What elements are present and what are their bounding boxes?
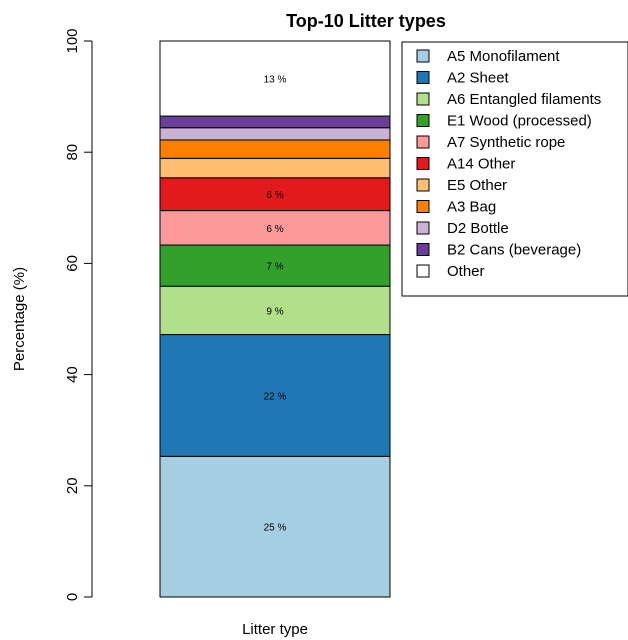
data-label: 6 % [266, 190, 283, 201]
bar-segment [159, 285, 391, 336]
bar-segment [159, 177, 391, 212]
y-tick-label: 0 [64, 593, 81, 601]
legend-swatch [416, 135, 430, 149]
data-labels: 25 % 22 % 9 % 7 % 6 % 6 % 13 % [264, 75, 287, 534]
legend-swatch [416, 243, 430, 256]
legend-entry: A2 Sheet [447, 70, 510, 87]
y-axis: 0 20 40 60 80 100 [64, 28, 93, 601]
data-label: 13 % [264, 75, 287, 86]
legend-entry: D2 Bottle [447, 220, 509, 237]
legend-entry: E5 Other [447, 177, 507, 194]
data-label: 25 % [264, 523, 287, 534]
legend: A5 Monofilament A2 Sheet A6 Entangled fila… [401, 41, 628, 297]
legend-swatch [416, 49, 430, 63]
y-tick-label: 80 [64, 144, 81, 161]
legend-entry: A3 Bag [447, 199, 496, 216]
y-tick-label: 100 [64, 28, 81, 53]
legend-entry: Other [447, 263, 485, 280]
data-label: 22 % [264, 391, 287, 402]
data-label: 9 % [266, 306, 283, 317]
legend-swatch [416, 264, 430, 278]
legend-entry: A6 Entangled filaments [447, 91, 601, 108]
bar-outline [159, 40, 391, 598]
y-axis-label: Percentage (%) [11, 267, 28, 371]
bar-segment [159, 334, 391, 457]
legend-swatch [416, 71, 430, 84]
legend-swatch [416, 114, 430, 127]
legend-swatch [416, 92, 430, 106]
bar-segment [159, 157, 391, 179]
bar-segment [159, 40, 391, 117]
legend-box [401, 41, 628, 297]
x-axis-label: Litter type [242, 621, 308, 638]
legend-swatch [416, 200, 430, 213]
legend-entry: E1 Wood (processed) [447, 113, 592, 130]
y-tick-label: 20 [64, 477, 81, 494]
legend-entry: B2 Cans (beverage) [447, 242, 581, 259]
y-tick-label: 40 [64, 366, 81, 383]
legend-entry: A7 Synthetic rope [447, 134, 565, 151]
data-label: 6 % [266, 224, 283, 235]
bar-segment [159, 115, 391, 129]
legend-items: A5 Monofilament A2 Sheet A6 Entangled fila… [416, 48, 601, 280]
legend-swatch [416, 221, 430, 235]
y-tick-label: 60 [64, 255, 81, 272]
bar-segment [159, 210, 391, 246]
bar-segment [159, 139, 391, 159]
bar-segment [159, 127, 391, 141]
legend-swatch [416, 178, 430, 192]
legend-entry: A5 Monofilament [447, 48, 560, 65]
data-label: 7 % [266, 262, 283, 273]
bar-stack [159, 40, 391, 598]
legend-entry: A14 Other [447, 156, 515, 173]
legend-swatch [416, 157, 430, 170]
chart-title: Top-10 Litter types [286, 11, 446, 31]
